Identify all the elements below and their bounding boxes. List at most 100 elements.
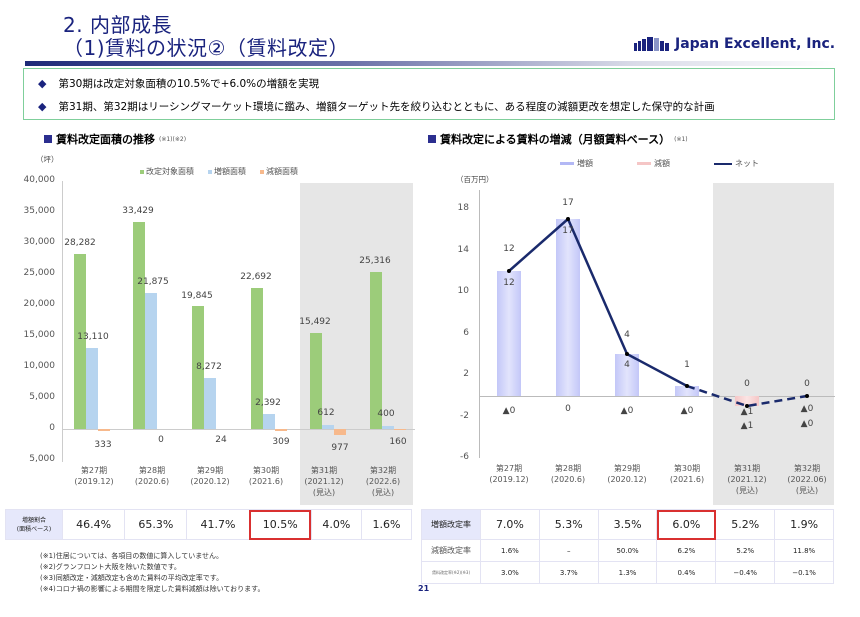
area-chart-container: （坪） 改定対象面積 増額面積 減額面積 40,000 35,000 30,00… <box>0 150 420 510</box>
right-section-note: (※1) <box>674 135 688 143</box>
x-category-label: 第29期 (2020.12) <box>607 464 647 484</box>
data-label: 2,392 <box>255 398 281 408</box>
data-label: 13,110 <box>77 332 109 342</box>
y-tick: -6 <box>460 452 469 462</box>
x-category-label: 第30期 (2021.6) <box>669 464 705 484</box>
data-label: 1 <box>684 360 690 370</box>
company-logo: Japan Excellent, Inc. <box>634 36 835 52</box>
bar-target-area <box>370 272 382 429</box>
data-label: 612 <box>317 408 335 418</box>
left-section-title: 賃料改定面積の推移 (※1)(※2) <box>44 131 186 147</box>
bar-increase-area <box>86 348 98 429</box>
table-cell: – <box>538 539 599 562</box>
building-logo-icon <box>634 37 669 51</box>
bar-decrease-area <box>275 429 287 431</box>
table-cell: 41.7% <box>186 509 250 540</box>
y-tick: 18 <box>457 203 469 213</box>
bar-target-area <box>251 288 263 429</box>
data-label: 0 <box>804 379 810 389</box>
page-title-line2: （1)賃料の状況②（賃料改定） <box>63 36 349 60</box>
bar-target-area <box>192 306 204 429</box>
table-cell: 11.8% <box>774 539 834 562</box>
table-row: 賃料改定率(※2)(※3) 3.0% 3.7% 1.3% 0.4% −0.4% … <box>421 561 834 584</box>
bar-decrease-area <box>394 429 406 430</box>
bar-increase <box>556 219 580 396</box>
bar-target-area <box>133 222 145 429</box>
data-label: 977 <box>331 443 349 453</box>
table-cell: 1.3% <box>597 561 658 584</box>
x-category-label: 第30期 (2021.6) <box>248 466 284 486</box>
right-section-title: 賃料改定による賃料の増減（月額賃料ベース） (※1) <box>428 131 688 147</box>
diamond-bullet-icon: ◆ <box>38 77 47 90</box>
y-tick: 15,000 <box>23 330 56 340</box>
y-axis <box>62 181 63 462</box>
data-label: 25,316 <box>359 256 391 266</box>
x-category-label: 第27期 (2019.12) <box>74 466 114 486</box>
summary-bullet: ◆ 第30期は改定対象面積の10.5%で+6.0%の増額を実現 <box>38 76 319 91</box>
table-cell-highlighted: 10.5% <box>248 509 312 540</box>
data-label: ▲0 <box>800 404 814 414</box>
data-label: 24 <box>215 435 227 445</box>
left-section-note: (※1)(※2) <box>159 135 187 143</box>
table-cell: 65.3% <box>124 509 188 540</box>
y-tick: 2 <box>463 369 469 379</box>
bar-increase-area <box>322 425 334 429</box>
y-tick: 6 <box>463 328 469 338</box>
y-axis <box>479 190 480 458</box>
y-tick: 14 <box>457 245 469 255</box>
row-header: 増額割合 (面積ベース) <box>5 509 63 540</box>
y-tick: -2 <box>460 411 469 421</box>
bar-increase <box>497 271 521 396</box>
table-cell: 5.2% <box>715 539 776 562</box>
table-cell: 5.2% <box>715 509 776 540</box>
data-label: 400 <box>377 409 395 419</box>
y-tick: 0 <box>49 423 55 433</box>
bar-increase <box>615 354 639 396</box>
y-axis-unit: （坪） <box>36 155 59 164</box>
square-bullet-icon <box>44 135 52 143</box>
data-label: ▲0 <box>620 406 634 416</box>
legend-item: 減額 <box>637 158 670 169</box>
x-category-label: 第29期 (2020.12) <box>190 466 230 486</box>
table-cell: 1.6% <box>360 509 413 540</box>
bar-increase-area <box>382 426 394 429</box>
table-cell: 3.5% <box>597 509 658 540</box>
bar-decrease <box>735 396 759 406</box>
table-cell: 46.4% <box>61 509 126 540</box>
chart-legend: 増額 減額 ネット <box>560 158 759 169</box>
data-label: 19,845 <box>181 291 213 301</box>
data-label: 21,875 <box>137 277 169 287</box>
data-label: 4 <box>624 360 630 370</box>
table-row: 増額改定率 7.0% 5.3% 3.5% 6.0% 5.2% 1.9% <box>421 509 834 540</box>
title-underline-bar <box>25 61 837 66</box>
footnote: (※1)住居については、各項目の数値に算入していません。 <box>40 552 224 560</box>
table-cell: −0.1% <box>774 561 834 584</box>
bar-decrease-area <box>334 429 346 435</box>
data-label: 0 <box>565 404 571 414</box>
x-category-label: 第31期 (2021.12) (見込) <box>304 466 344 497</box>
table-cell: 4.0% <box>310 509 362 540</box>
data-label: 160 <box>389 437 407 447</box>
data-label: 0 <box>744 379 750 389</box>
x-category-label: 第28期 (2020.6) <box>134 466 170 486</box>
table-cell: 3.0% <box>480 561 540 584</box>
table-cell: 1.6% <box>480 539 540 562</box>
y-axis-unit: （百万円） <box>456 175 494 184</box>
summary-text: 第30期は改定対象面積の10.5%で+6.0%の増額を実現 <box>58 78 320 90</box>
y-tick: 20,000 <box>23 299 56 309</box>
y-tick: 10,000 <box>23 361 56 371</box>
bar-decrease-area <box>98 429 110 431</box>
chart-legend: 改定対象面積 増額面積 減額面積 <box>140 166 298 177</box>
x-category-label: 第27期 (2019.12) <box>489 464 529 484</box>
bar-increase <box>675 386 699 396</box>
table-cell: 0.4% <box>656 561 717 584</box>
table-cell: 5.3% <box>538 509 599 540</box>
data-label: ▲1 <box>740 407 754 417</box>
left-section-title-text: 賃料改定面積の推移 <box>56 133 155 146</box>
y-tick: 30,000 <box>23 237 56 247</box>
legend-item: 改定対象面積 <box>140 166 194 177</box>
table-cell-highlighted: 6.0% <box>656 509 717 540</box>
revision-rate-table: 増額改定率 7.0% 5.3% 3.5% 6.0% 5.2% 1.9% 減額改定… <box>421 509 834 584</box>
page-title-line1: 2. 内部成長 <box>63 13 172 37</box>
y-tick: 35,000 <box>23 206 56 216</box>
